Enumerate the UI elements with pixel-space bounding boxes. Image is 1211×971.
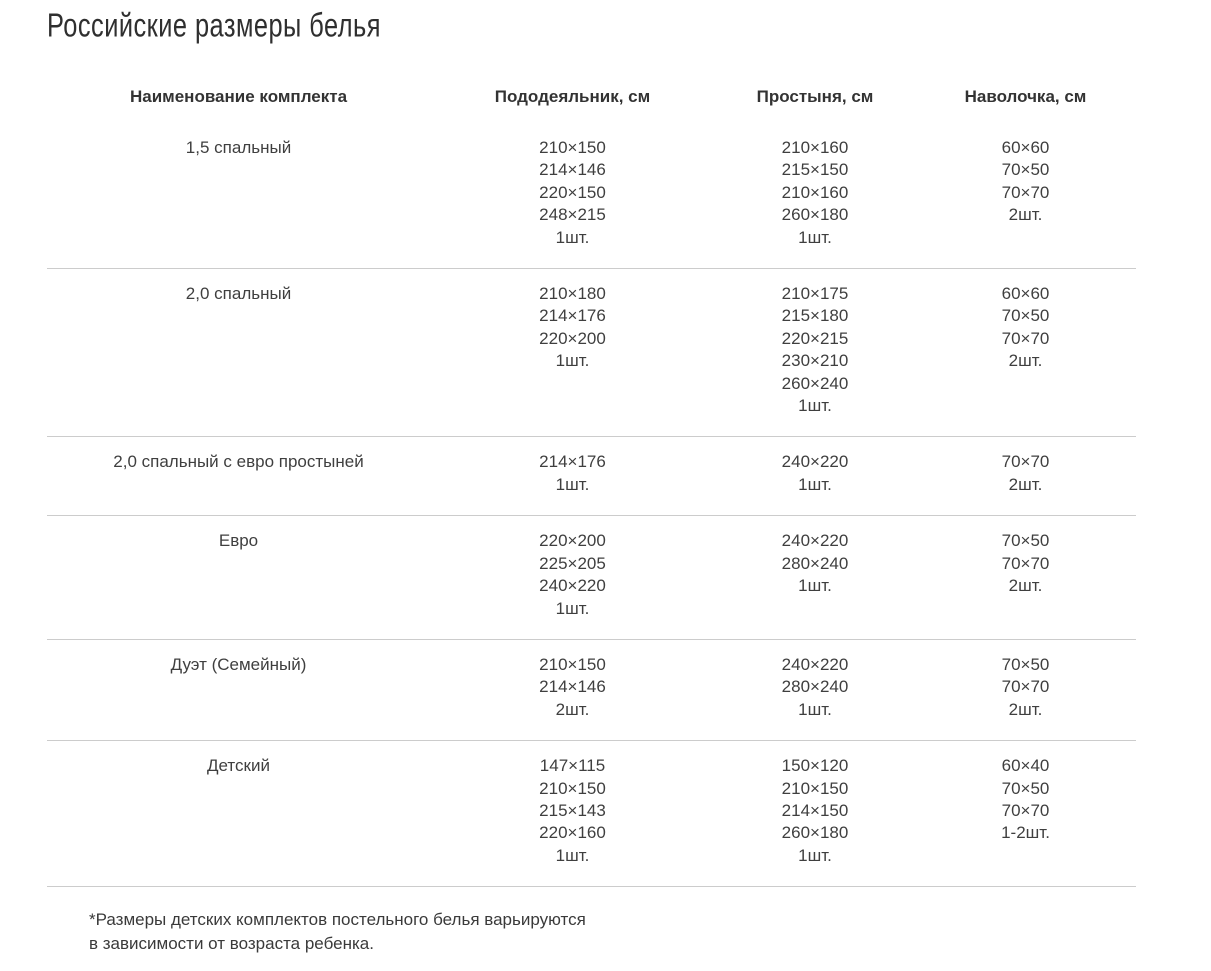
- column-header-pillowcase: Наволочка, см: [964, 87, 1087, 106]
- table-header: Наименование комплекта Пододеяльник, см …: [47, 62, 1136, 123]
- bed-linen-sizes-table: Наименование комплекта Пододеяльник, см …: [47, 62, 1136, 888]
- set-name-cell: Детский: [47, 740, 430, 888]
- duvet-cover-cell: 214×176 1шт.: [430, 436, 715, 517]
- column-header-duvet-cover: Пододеяльник, см: [494, 87, 651, 106]
- sheet-cell: 210×175 215×180 220×215 230×210 260×240 …: [715, 268, 915, 438]
- set-name-cell: Дуэт (Семейный): [47, 639, 430, 742]
- sheet-cell: 150×120 210×150 214×150 260×180 1шт.: [715, 740, 915, 888]
- children-sizes-footnote: *Размеры детских комплектов постельного …: [89, 910, 586, 954]
- pillowcase-cell: 60×40 70×50 70×70 1-2шт.: [915, 740, 1136, 888]
- table-row: Детский 147×115 210×150 215×143 220×160 …: [47, 740, 1136, 888]
- pillowcase-cell: 60×60 70×50 70×70 2шт.: [915, 123, 1136, 270]
- duvet-cover-cell: 220×200 225×205 240×220 1шт.: [430, 515, 715, 640]
- set-name-cell: 2,0 спальный: [47, 268, 430, 438]
- table-body: 1,5 спальный 210×150 214×146 220×150 248…: [47, 123, 1136, 888]
- sheet-cell: 210×160 215×150 210×160 260×180 1шт.: [715, 123, 915, 270]
- sheet-cell: 240×220 1шт.: [715, 436, 915, 517]
- column-header-sheet: Простыня, см: [756, 87, 874, 106]
- sheet-cell: 240×220 280×240 1шт.: [715, 515, 915, 640]
- set-name-cell: Евро: [47, 515, 430, 640]
- header-row: Наименование комплекта Пододеяльник, см …: [47, 62, 1136, 123]
- set-name-cell: 1,5 спальный: [47, 123, 430, 270]
- table-row: 2,0 спальный с евро простыней 214×176 1ш…: [47, 436, 1136, 517]
- sheet-cell: 240×220 280×240 1шт.: [715, 639, 915, 742]
- table-row: Евро 220×200 225×205 240×220 1шт. 240×22…: [47, 515, 1136, 640]
- pillowcase-cell: 70×50 70×70 2шт.: [915, 515, 1136, 640]
- pillowcase-cell: 60×60 70×50 70×70 2шт.: [915, 268, 1136, 438]
- set-name-cell: 2,0 спальный с евро простыней: [47, 436, 430, 517]
- duvet-cover-cell: 210×150 214×146 2шт.: [430, 639, 715, 742]
- duvet-cover-cell: 210×180 214×176 220×200 1шт.: [430, 268, 715, 438]
- table-row: 1,5 спальный 210×150 214×146 220×150 248…: [47, 123, 1136, 270]
- duvet-cover-cell: 147×115 210×150 215×143 220×160 1шт.: [430, 740, 715, 888]
- duvet-cover-cell: 210×150 214×146 220×150 248×215 1шт.: [430, 123, 715, 270]
- column-header-set-name: Наименование комплекта: [129, 87, 348, 106]
- page-title: Российские размеры белья: [47, 7, 381, 44]
- pillowcase-cell: 70×50 70×70 2шт.: [915, 639, 1136, 742]
- table-row: Дуэт (Семейный) 210×150 214×146 2шт. 240…: [47, 639, 1136, 742]
- pillowcase-cell: 70×70 2шт.: [915, 436, 1136, 517]
- table-row: 2,0 спальный 210×180 214×176 220×200 1шт…: [47, 268, 1136, 438]
